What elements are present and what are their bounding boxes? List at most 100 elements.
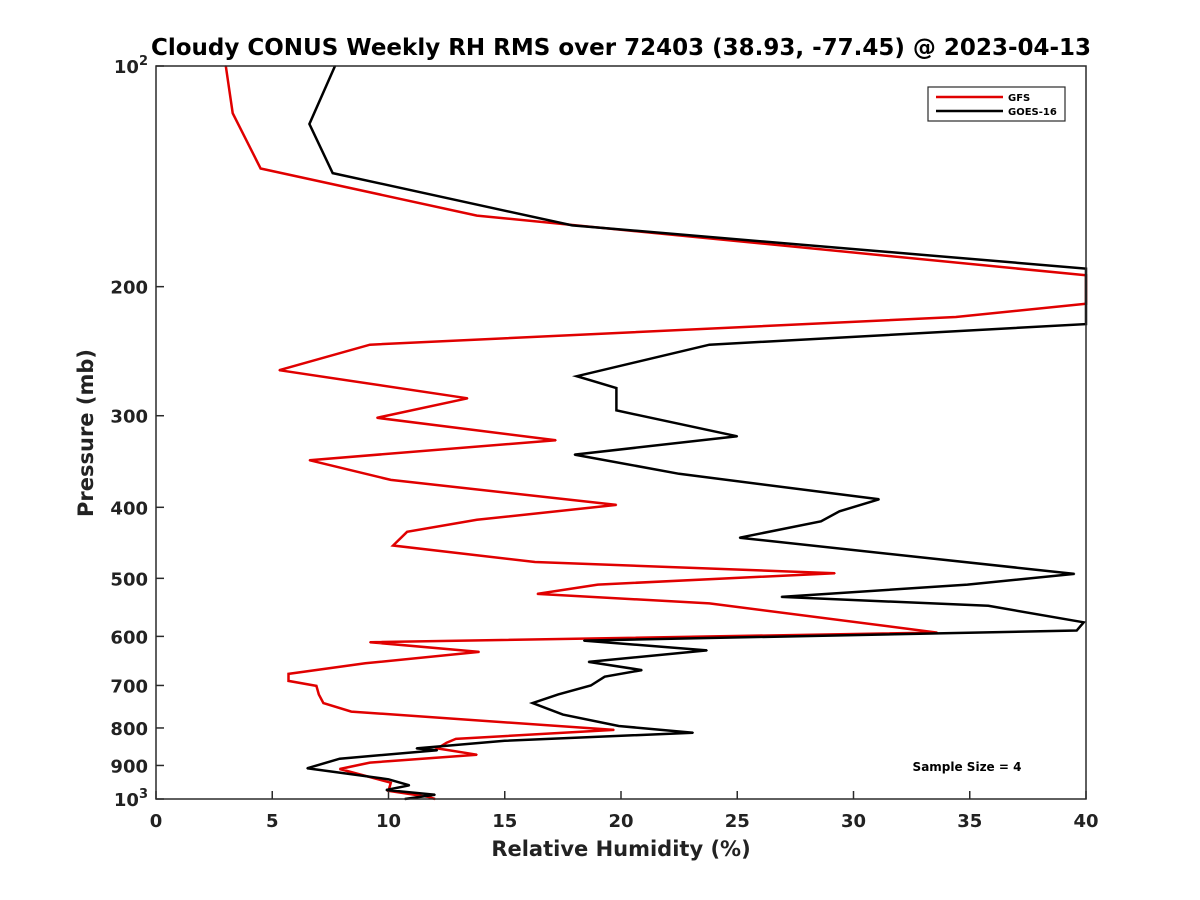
data-point (408, 784, 411, 787)
data-point (834, 572, 836, 574)
data-point (615, 409, 618, 412)
data-point (615, 504, 618, 506)
data-point (955, 316, 957, 318)
data-point (706, 649, 708, 652)
data-point (308, 459, 311, 462)
y-tick-label: 400 (110, 498, 148, 519)
y-tick-label: 200 (110, 278, 148, 299)
series-points-gfs (225, 65, 1087, 800)
data-point (434, 794, 436, 796)
data-point (1082, 621, 1085, 624)
data-point (641, 669, 643, 671)
data-point (617, 725, 620, 727)
y-axis: 102 200 300 400 500 600 700 800 900 103 (110, 54, 164, 811)
data-point (287, 673, 290, 675)
data-point (390, 781, 392, 784)
data-point (466, 397, 469, 400)
data-point (415, 747, 418, 750)
data-point (436, 747, 439, 750)
data-point (338, 768, 341, 770)
data-point (708, 602, 711, 605)
data-point (385, 789, 388, 791)
data-point (259, 167, 262, 170)
x-tick-label: 30 (841, 811, 866, 832)
data-point (1073, 573, 1076, 575)
data-point (322, 702, 325, 704)
data-point (571, 224, 573, 227)
sample-size-annotation: Sample Size = 4 (913, 760, 1022, 774)
data-point (445, 741, 448, 744)
data-point (536, 593, 539, 595)
data-point (531, 702, 534, 704)
chart-title: Cloudy CONUS Weekly RH RMS over 72403 (3… (151, 35, 1091, 61)
y-tick-label: 900 (110, 756, 148, 777)
data-point (476, 214, 478, 217)
data-point (387, 778, 390, 781)
data-point (369, 343, 371, 346)
data-point (615, 387, 618, 389)
data-point (231, 112, 234, 114)
y-tick-label: 102 (114, 54, 148, 78)
data-point (390, 479, 392, 481)
legend-label-gfs: GFS (1008, 93, 1030, 104)
y-tick-label: 800 (110, 719, 148, 740)
data-point (987, 605, 990, 607)
legend-label-goes16: GOES-16 (1008, 107, 1057, 118)
data-point (315, 685, 318, 687)
x-tick-label: 0 (150, 811, 163, 832)
x-tick-label: 20 (608, 811, 633, 832)
data-point (820, 520, 822, 523)
data-point (350, 710, 353, 713)
data-point (406, 531, 408, 533)
legend: GFS GOES-16 (927, 86, 1066, 122)
data-point (534, 561, 536, 563)
data-point (455, 738, 457, 740)
data-point (736, 435, 739, 438)
data-point (478, 651, 481, 653)
data-point (576, 375, 578, 378)
x-tick-label: 25 (725, 811, 750, 832)
x-axis: 0 5 10 15 20 25 30 35 40 (150, 791, 1099, 832)
y-tick-label: 500 (110, 569, 148, 590)
data-point (278, 369, 281, 372)
data-point (562, 713, 564, 716)
data-point (338, 757, 341, 760)
x-tick-label: 35 (957, 811, 982, 832)
data-point (692, 731, 694, 734)
series-line-goes16 (306, 65, 1088, 801)
data-point (780, 596, 783, 598)
data-point (613, 729, 615, 731)
data-point (557, 693, 559, 696)
data-point (583, 639, 585, 642)
y-tick-label: 600 (110, 627, 148, 648)
series-line-gfs (224, 65, 1088, 801)
data-point (590, 684, 592, 687)
data-point (555, 439, 557, 442)
y-axis-label: Pressure (mb) (74, 349, 98, 517)
y-tick-label: 700 (110, 676, 148, 697)
legend-box (927, 86, 1066, 122)
data-point (369, 641, 371, 643)
data-point (708, 343, 711, 346)
x-tick-label: 15 (492, 811, 517, 832)
data-point (597, 583, 599, 586)
data-point (573, 453, 576, 456)
data-point (376, 417, 378, 419)
y-tick-label: 103 (114, 787, 148, 811)
series-points-goes16 (306, 65, 1087, 800)
data-point (603, 675, 606, 678)
data-point (392, 544, 394, 547)
data-point (587, 661, 590, 663)
y-tick-label: 300 (110, 407, 148, 428)
data-point (476, 753, 478, 756)
series-layer (224, 65, 1088, 801)
data-point (476, 519, 478, 521)
x-tick-label: 5 (266, 811, 279, 832)
data-point (331, 172, 334, 174)
data-point (369, 761, 371, 764)
data-point (966, 583, 969, 586)
x-tick-label: 10 (376, 811, 401, 832)
data-point (1075, 629, 1078, 632)
data-point (678, 473, 680, 475)
